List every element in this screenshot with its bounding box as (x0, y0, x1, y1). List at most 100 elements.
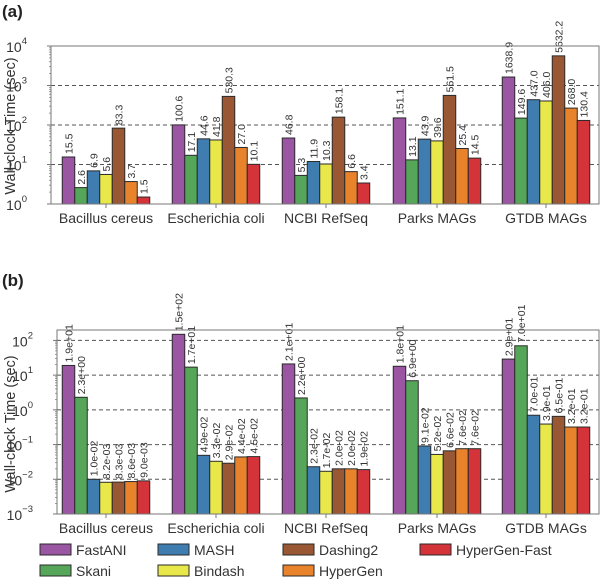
legend-label: MASH (194, 542, 234, 558)
bar-hypergen-escherichia-coli (234, 456, 248, 515)
plot-frame (56, 329, 600, 515)
data-label: 3.9e-01 (541, 385, 553, 421)
bar-hypergen-ncbi-refseq (344, 468, 358, 515)
legend-item-dashing2: Dashing2 (282, 542, 378, 558)
panel-b-data-labels: 1.9e+01 1.5e+02 2.1e+01 1.8e+01 2.9e+01 2.3e+… (64, 293, 591, 479)
panel-b-y-axis-title: Wall-clock Time (sec) (3, 355, 19, 492)
bar-bindash-bacillus-cereus (99, 481, 113, 515)
data-label: 2.9e+01 (504, 318, 516, 356)
bar-dashing2-parks-mags (442, 450, 457, 515)
bar-hypergen-fast-bacillus-cereus (136, 480, 151, 515)
bar-hypergen-bacillus-cereus (124, 181, 138, 205)
data-label: 3.3e-02 (211, 423, 223, 459)
bar-skani-parks-mags (405, 159, 419, 205)
panel-b-bars (61, 333, 591, 515)
bar-skani-parks-mags (405, 380, 419, 515)
bar-skani-ncbi-refseq (294, 174, 308, 205)
plot-frame (50, 45, 600, 205)
data-label: 8.3e-03 (114, 443, 126, 479)
bar-fastani-escherichia-coli (171, 124, 186, 205)
bar-fastani-bacillus-cereus (61, 364, 76, 515)
bar-skani-ncbi-refseq (294, 397, 308, 515)
panel-a-axes: 100 101 102 103 104 Bacillus cereus Escherichi… (6, 36, 600, 226)
data-label: 5.3 (296, 158, 308, 173)
data-label: 2.2e+00 (296, 357, 308, 395)
y-tick-label: 102 (12, 330, 33, 349)
data-label: 1.7e+01 (186, 326, 198, 364)
legend-item-fastani: FastANI (39, 542, 127, 558)
bar-hypergen-fast-parks-mags (467, 157, 482, 205)
bar-hypergen-ncbi-refseq (344, 171, 358, 205)
data-label: 8.6e-03 (126, 443, 138, 479)
legend-item-skani: Skani (39, 563, 111, 579)
bar-dashing2-bacillus-cereus (111, 127, 126, 205)
bar-hypergen-gtdb-mags (564, 107, 578, 205)
data-label: 7.6e-02 (470, 410, 482, 446)
bar-mash-escherichia-coli (196, 138, 211, 205)
bar-dashing2-escherichia-coli (221, 462, 236, 515)
data-label: 7.0e-01 (529, 376, 541, 412)
bar-dashing2-ncbi-refseq (331, 468, 346, 515)
panel-a-label: (a) (2, 2, 23, 21)
bar-fastani-parks-mags (392, 365, 407, 515)
data-label: 83.3 (114, 105, 126, 126)
legend-swatch (157, 564, 190, 577)
legend-swatch (419, 543, 452, 556)
data-label: 3.4 (359, 165, 371, 180)
legend-label: HyperGen-Fast (456, 542, 552, 558)
legend-label: FastANI (76, 542, 127, 558)
x-tick-label: NCBI RefSeq (284, 520, 368, 536)
bar-fastani-ncbi-refseq (281, 137, 296, 205)
bar-fastani-bacillus-cereus (61, 156, 76, 205)
x-tick-label: GTDB MAGs (505, 520, 587, 536)
bar-mash-gtdb-mags (526, 414, 541, 515)
legend-swatch (39, 543, 72, 556)
legend: FastANI MASH Dashing2 HyperGen-Fast Skani Bin… (39, 542, 552, 579)
y-tick-label: 101 (6, 155, 27, 174)
bar-mash-bacillus-cereus (86, 478, 101, 515)
data-label: 1.9e-02 (359, 431, 371, 467)
bar-dashing2-parks-mags (442, 94, 457, 205)
data-label: 4.9e-02 (199, 417, 211, 453)
data-label: 4.5e-02 (249, 418, 261, 454)
legend-item-hypergen-fast: HyperGen-Fast (419, 542, 552, 558)
bar-skani-escherichia-coli (184, 366, 198, 515)
bar-fastani-escherichia-coli (171, 333, 186, 515)
panel-b: (b) 1.9e+01 1.5e+02 2.1e+01 1.8e+01 2.9e+01 2… (2, 271, 600, 536)
x-tick-label: Escherichia coli (167, 210, 264, 226)
bar-fastani-ncbi-refseq (281, 363, 296, 515)
data-label: 1.5e+02 (174, 293, 186, 331)
bar-hypergen-bacillus-cereus (124, 481, 138, 515)
legend-label: Skani (76, 563, 111, 579)
bar-hypergen-fast-bacillus-cereus (136, 196, 151, 205)
bar-hypergen-parks-mags (455, 148, 469, 205)
data-label: 6.9 (89, 153, 101, 168)
data-label: 406.0 (541, 72, 553, 98)
data-label: 8.2e-03 (101, 444, 113, 480)
bar-hypergen-fast-gtdb-mags (576, 119, 591, 205)
data-label: 3.7 (126, 164, 138, 179)
bar-mash-escherichia-coli (196, 454, 211, 515)
bar-skani-bacillus-cereus (74, 187, 88, 205)
data-label: 11.9 (309, 139, 321, 159)
bar-dashing2-gtdb-mags (551, 55, 566, 205)
bar-mash-ncbi-refseq (306, 466, 321, 515)
data-label: 44.6 (199, 115, 211, 136)
panel-a-y-axis-title: Wall-clock Time (sec) (3, 57, 19, 194)
bar-hypergen-gtdb-mags (564, 426, 578, 515)
data-label: 9.1e-02 (420, 407, 432, 443)
bar-mash-ncbi-refseq (306, 161, 321, 205)
bar-hypergen-fast-ncbi-refseq (356, 469, 371, 515)
data-label: 1.0e-02 (89, 441, 101, 477)
x-tick-label: Bacillus cereus (59, 210, 153, 226)
data-label: 10.3 (321, 140, 333, 161)
data-label: 43.9 (420, 116, 432, 137)
data-label: 3.2e-01 (579, 388, 591, 424)
data-label: 2.3e-02 (309, 428, 321, 464)
data-label: 1.5 (139, 179, 151, 194)
data-label: 2.0e-02 (334, 430, 346, 466)
bar-dashing2-ncbi-refseq (331, 116, 346, 205)
data-label: 5.6 (101, 157, 113, 172)
data-label: 2.6 (76, 170, 88, 185)
x-tick-label: NCBI RefSeq (284, 210, 368, 226)
